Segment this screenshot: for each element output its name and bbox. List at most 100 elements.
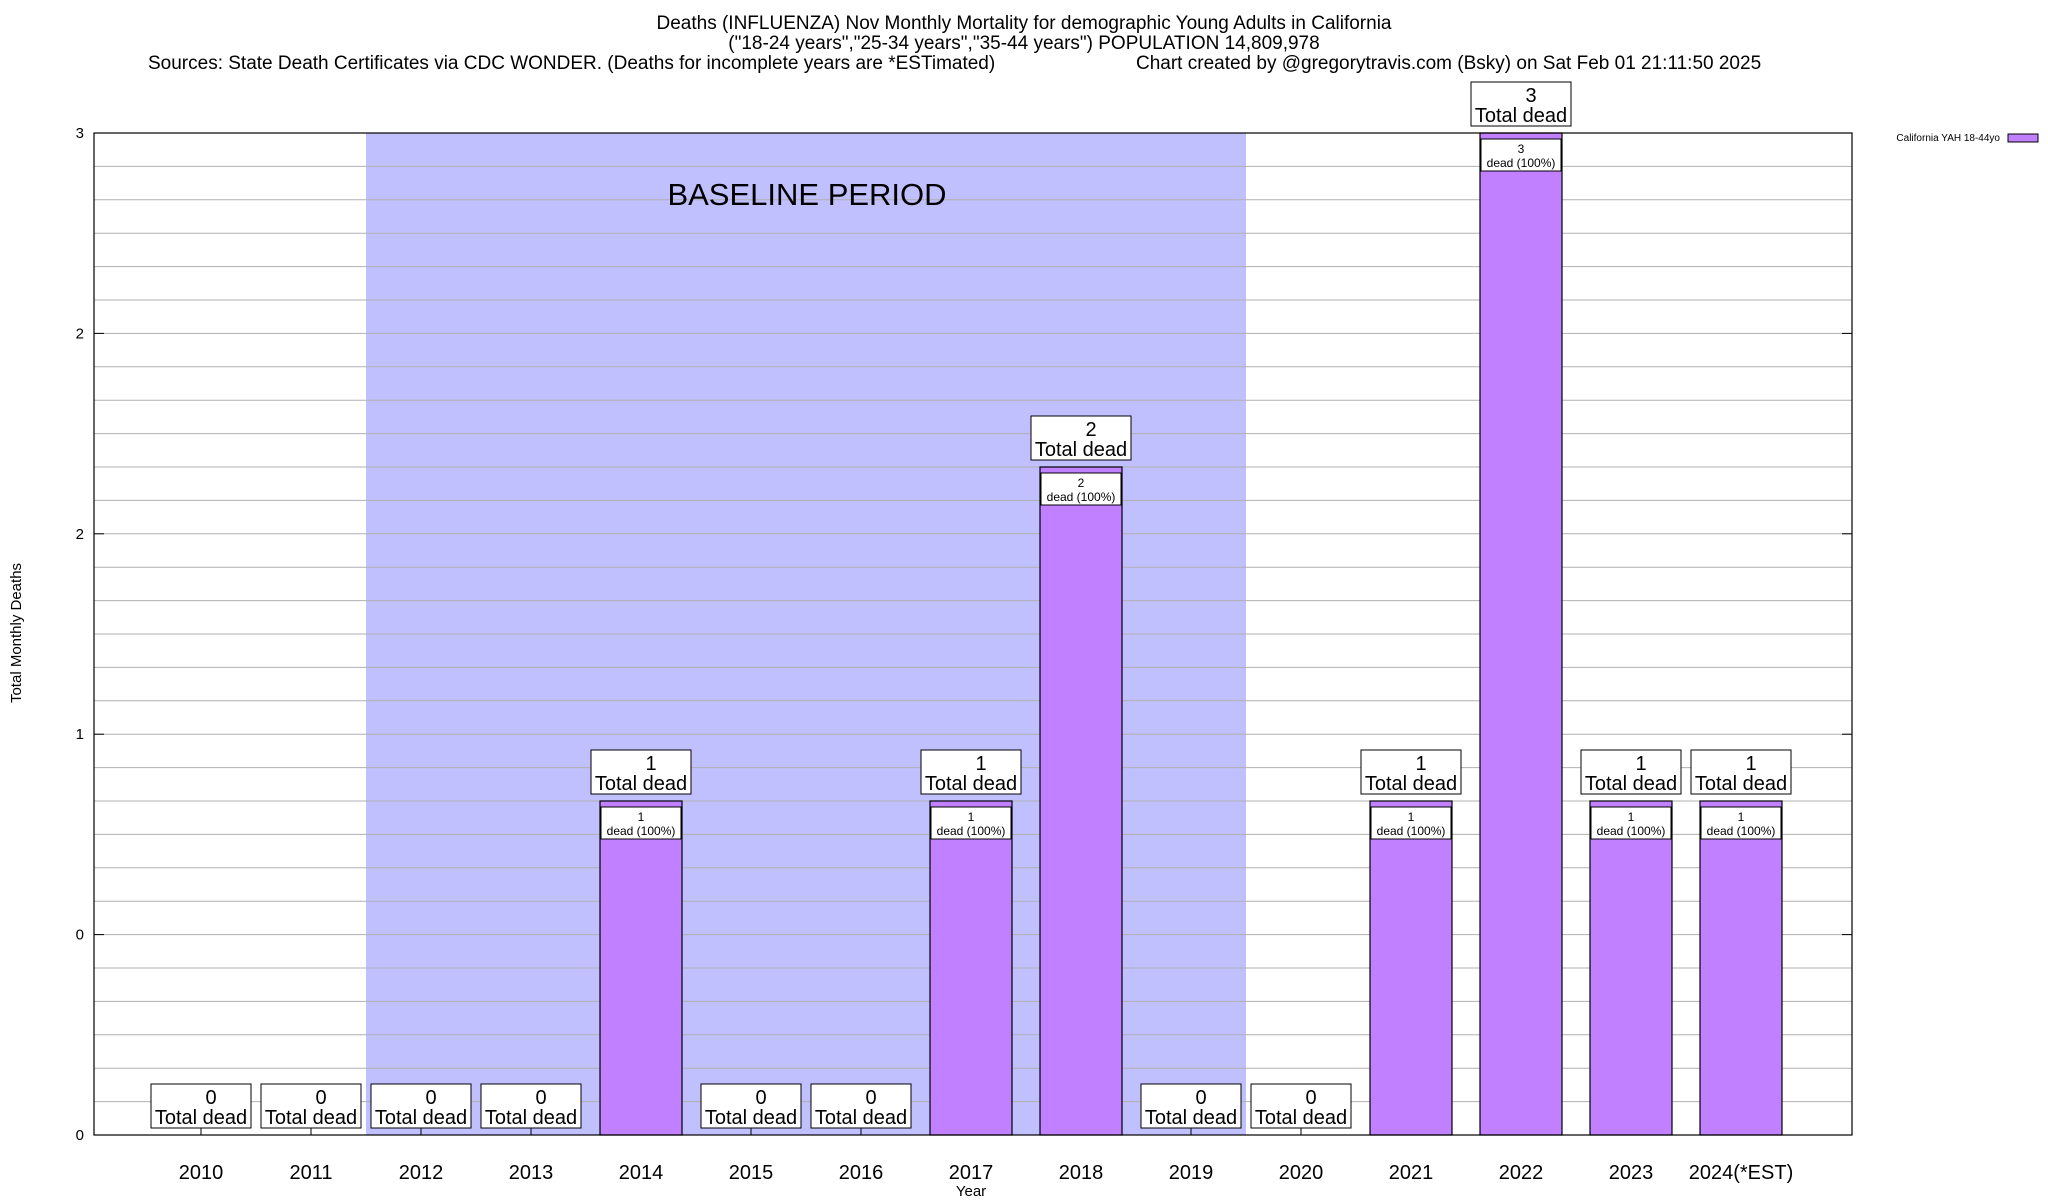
- bar-inner-label-box: [1040, 472, 1122, 506]
- total-label-box: [1690, 749, 1792, 795]
- bar: [599, 800, 683, 1136]
- x-tick-label: 2023: [1609, 1162, 1654, 1184]
- total-label-box: [700, 1083, 802, 1129]
- total-label-count: 0: [755, 1087, 766, 1109]
- y-tick-label: 2: [76, 325, 84, 342]
- chart-subtitle: ("18-24 years","25-34 years","35-44 year…: [728, 33, 1320, 54]
- bar-inner-count: 2: [1078, 476, 1085, 490]
- legend-label: California YAH 18-44yo: [1896, 133, 2000, 144]
- total-label-count: 1: [975, 753, 986, 775]
- total-label-text: Total dead: [375, 1107, 467, 1129]
- total-label-count: 2: [1085, 419, 1096, 441]
- chart-title: Deaths (INFLUENZA) Nov Monthly Mortality…: [656, 13, 1392, 34]
- x-tick-label: 2014: [619, 1162, 664, 1184]
- total-label-count: 1: [645, 753, 656, 775]
- total-label-box: [1360, 749, 1462, 795]
- bar-inner-pct: dead (100%): [607, 824, 676, 838]
- x-tick-label: 2012: [399, 1162, 444, 1184]
- y-tick-label: 3: [76, 125, 84, 142]
- x-tick-label: 2010: [179, 1162, 224, 1184]
- bar-inner-label-box: [930, 806, 1012, 840]
- total-label-box: [1470, 81, 1572, 127]
- bar-inner-label-box: [600, 806, 682, 840]
- chart-credit: Chart created by @gregorytravis.com (Bsk…: [1136, 53, 1762, 74]
- y-axis-title: Total Monthly Deaths: [8, 563, 25, 703]
- x-tick-label: 2013: [509, 1162, 554, 1184]
- total-label-text: Total dead: [485, 1107, 577, 1129]
- bar-inner-count: 1: [1738, 810, 1745, 824]
- total-label-text: Total dead: [925, 773, 1017, 795]
- total-label-text: Total dead: [155, 1107, 247, 1129]
- x-tick-label: 2020: [1279, 1162, 1324, 1184]
- total-label-text: Total dead: [1365, 773, 1457, 795]
- bar-inner-pct: dead (100%): [1487, 156, 1556, 170]
- x-tick-label: 2018: [1059, 1162, 1104, 1184]
- bar-inner-count: 3: [1518, 142, 1525, 156]
- x-tick-label: 2021: [1389, 1162, 1434, 1184]
- total-label-count: 1: [1415, 753, 1426, 775]
- x-tick-label: 2011: [289, 1162, 332, 1184]
- total-label-text: Total dead: [1475, 105, 1567, 127]
- bar: [1039, 466, 1123, 1136]
- total-label-text: Total dead: [1585, 773, 1677, 795]
- bar-inner-label-box: [1590, 806, 1672, 840]
- chart-sources: Sources: State Death Certificates via CD…: [148, 53, 996, 74]
- total-label-box: [810, 1083, 912, 1129]
- bar-inner-pct: dead (100%): [1377, 824, 1446, 838]
- total-label-box: [1250, 1083, 1352, 1129]
- bar-inner-count: 1: [1408, 810, 1415, 824]
- total-label-box: [1030, 415, 1132, 461]
- bar-inner-label-box: [1700, 806, 1782, 840]
- bar: [1369, 800, 1453, 1136]
- total-label-box: [150, 1083, 252, 1129]
- bar-inner-pct: dead (100%): [1597, 824, 1666, 838]
- total-label-count: 0: [315, 1087, 326, 1109]
- total-label-text: Total dead: [595, 773, 687, 795]
- bar-inner-count: 1: [968, 810, 975, 824]
- total-label-box: [370, 1083, 472, 1129]
- total-label-text: Total dead: [1695, 773, 1787, 795]
- total-label-box: [1140, 1083, 1242, 1129]
- x-tick-label: 2017: [949, 1162, 994, 1184]
- total-label-box: [480, 1083, 582, 1129]
- plot-border: [93, 132, 1853, 1136]
- total-label-text: Total dead: [705, 1107, 797, 1129]
- total-label-text: Total dead: [1035, 439, 1127, 461]
- bar: [1479, 132, 1563, 1136]
- x-tick-label: 2016: [839, 1162, 884, 1184]
- bar-inner-count: 1: [1628, 810, 1635, 824]
- bar-inner-pct: dead (100%): [937, 824, 1006, 838]
- total-label-text: Total dead: [1255, 1107, 1347, 1129]
- x-tick-label: 2015: [729, 1162, 774, 1184]
- bar-inner-pct: dead (100%): [1047, 490, 1116, 504]
- total-label-text: Total dead: [815, 1107, 907, 1129]
- total-label-box: [590, 749, 692, 795]
- total-label-box: [920, 749, 1022, 795]
- y-tick-label: 0: [76, 927, 84, 944]
- total-label-count: 1: [1635, 753, 1646, 775]
- bar-inner-pct: dead (100%): [1707, 824, 1776, 838]
- y-tick-label: 0: [76, 1127, 84, 1144]
- total-label-count: 0: [205, 1087, 216, 1109]
- total-label-text: Total dead: [1145, 1107, 1237, 1129]
- bar-inner-label-box: [1370, 806, 1452, 840]
- x-tick-label: 2022: [1499, 1162, 1544, 1184]
- total-label-count: 0: [535, 1087, 546, 1109]
- total-label-count: 1: [1745, 753, 1756, 775]
- bar: [929, 800, 1013, 1136]
- y-tick-label: 1: [76, 726, 84, 743]
- total-label-count: 0: [1305, 1087, 1316, 1109]
- x-tick-label: 2024(*EST): [1689, 1162, 1794, 1184]
- y-tick-label: 2: [76, 526, 84, 543]
- baseline-period-label: BASELINE PERIOD: [667, 177, 946, 212]
- total-label-box: [260, 1083, 362, 1129]
- total-label-box: [1580, 749, 1682, 795]
- total-label-count: 0: [425, 1087, 436, 1109]
- legend-swatch: [2007, 133, 2039, 143]
- bar-inner-count: 1: [638, 810, 645, 824]
- bar: [1589, 800, 1673, 1136]
- x-tick-label: 2019: [1169, 1162, 1214, 1184]
- bar-inner-label-box: [1480, 138, 1562, 172]
- total-label-count: 0: [1195, 1087, 1206, 1109]
